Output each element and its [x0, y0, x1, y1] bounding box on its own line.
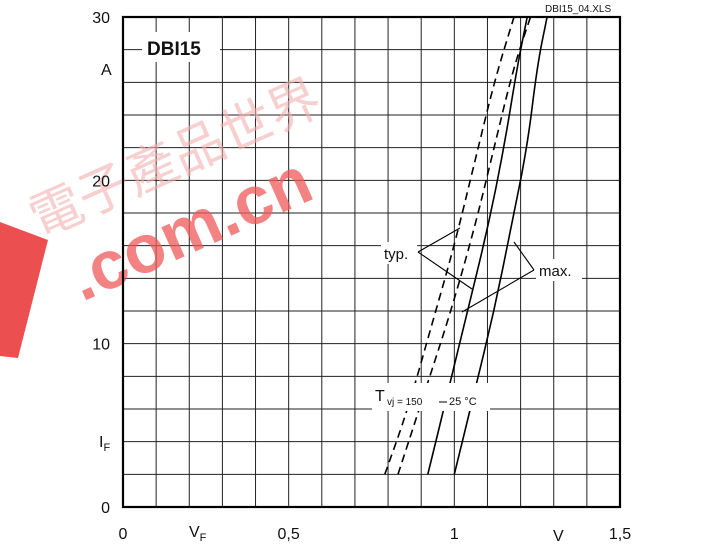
y-tick-label: 30 [92, 10, 110, 27]
x-tick-label: 1 [450, 526, 459, 543]
series-line-1-dashed [384, 16, 515, 475]
x-axis-label-subscript: F [200, 532, 207, 544]
annotation-typ: typ. [384, 246, 408, 263]
series-line-4-solid [453, 16, 548, 475]
title-box [142, 32, 220, 62]
x-axis-label: VF [189, 524, 207, 544]
x-tick-label: 0,5 [278, 526, 300, 543]
annotation-tvj-subscript: vj = 150 [387, 397, 423, 408]
x-axis-unit: V [553, 528, 564, 545]
typ-label-bg [381, 242, 417, 264]
y-tick-label: 0 [101, 500, 110, 517]
series-line-3-solid [427, 16, 528, 475]
series-line-2-dashed [397, 16, 532, 475]
watermark-logo: 電子產品世界 .com.cn [0, 68, 330, 358]
annotation-tvj: T [375, 388, 385, 405]
series-group [384, 16, 548, 475]
y-axis-label: IF [99, 434, 110, 454]
max-label-bg [536, 259, 582, 281]
tick-labels: 0 0,5 1 1,5 0 10 20 30 [92, 10, 631, 543]
x-tick-label: 1,5 [609, 526, 631, 543]
x-tick-label: 0 [119, 526, 128, 543]
figure-ref: DBI15_04.XLS [545, 4, 611, 15]
plot-frame [121, 15, 622, 509]
y-axis-label-subscript: F [103, 442, 110, 454]
watermark-red-shape [0, 222, 48, 358]
temp-label-bg [372, 383, 490, 411]
y-tick-label: 20 [92, 173, 110, 190]
max-leader-lines [461, 241, 535, 313]
y-axis-unit: A [101, 62, 112, 79]
annotation-temp-25: 25 °C [449, 396, 477, 408]
annotation-max: max. [539, 263, 572, 280]
typ-leader-lines [417, 227, 473, 290]
chart-title: DBI15 [147, 39, 201, 60]
y-tick-label: 10 [92, 337, 110, 354]
